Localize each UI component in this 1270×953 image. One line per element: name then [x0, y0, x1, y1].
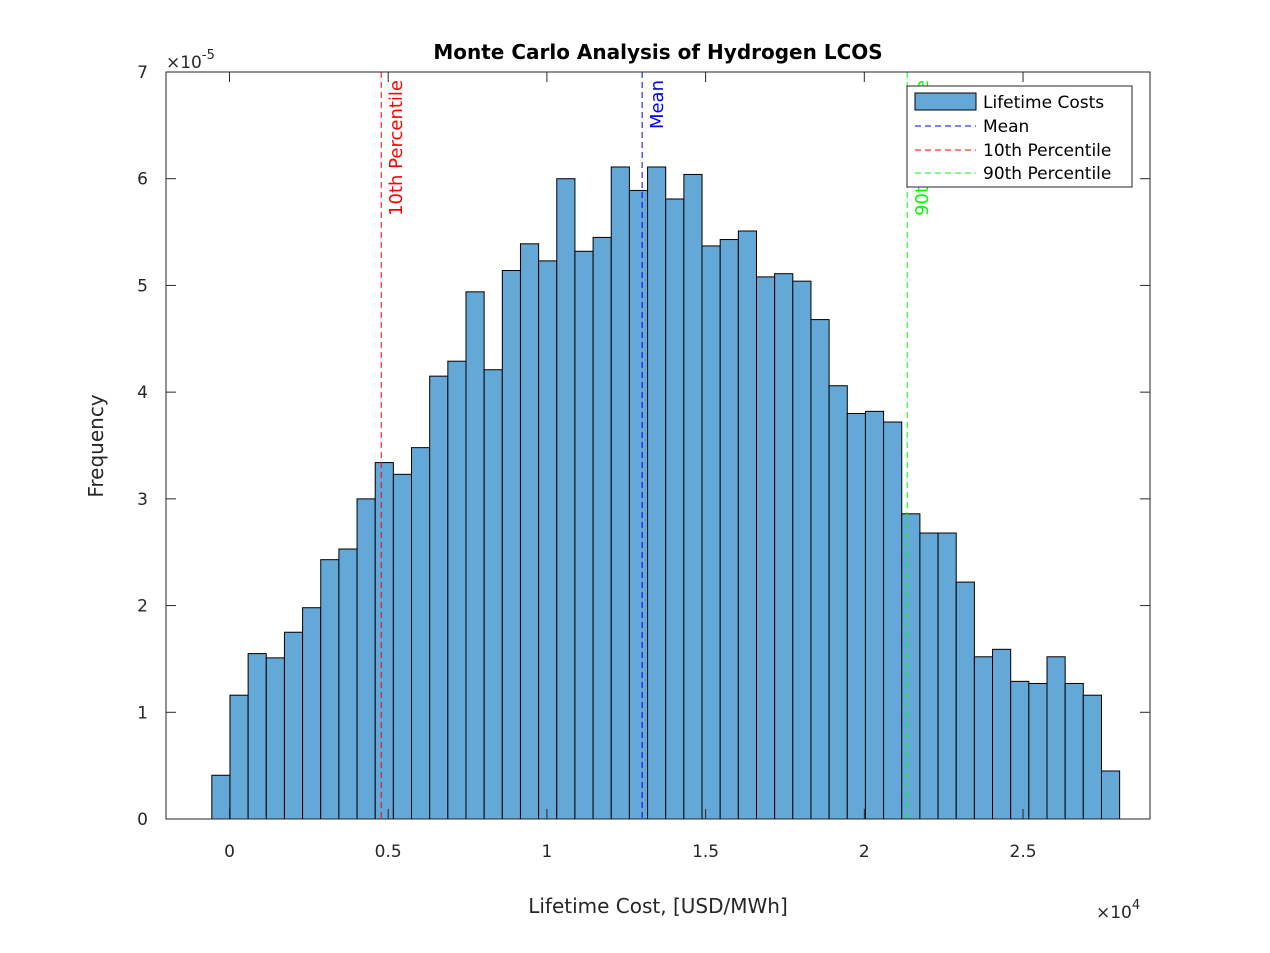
histogram-bar [447, 360, 467, 820]
histogram-bar [1046, 656, 1066, 820]
x-axis-ticks: 0 0.5 1 1.5 2 2.5 [224, 72, 1037, 862]
y-exponent-label: ×10-5 [166, 48, 215, 73]
histogram-bar [1064, 682, 1084, 820]
histogram-bar [919, 532, 939, 820]
vline-label-mean: Mean [647, 80, 668, 129]
x-tick-label: 0 [224, 842, 235, 862]
histogram-bar [864, 410, 885, 820]
histogram-bar [556, 178, 576, 820]
y-tick-label: 6 [137, 170, 148, 190]
legend-label-mean: Mean [983, 117, 1029, 137]
legend-label-lifetime-costs: Lifetime Costs [983, 93, 1104, 113]
x-tick-label: 1 [541, 842, 552, 862]
histogram-bar [792, 280, 812, 820]
x-tick-label: 0.5 [375, 842, 402, 862]
histogram-bar [411, 447, 431, 820]
histogram-bar [338, 548, 358, 820]
histogram-bar [574, 250, 594, 820]
x-tick-label: 2.5 [1010, 842, 1037, 862]
histogram-bar [392, 473, 413, 820]
histogram-bar [265, 657, 285, 820]
x-exponent-base: ×10 [1096, 903, 1132, 923]
histogram-bar [937, 532, 957, 820]
histogram-bar [756, 276, 776, 820]
histogram-bar [229, 694, 249, 820]
histogram-bar [302, 607, 322, 820]
histogram-bar [283, 631, 304, 820]
histogram-bar [628, 189, 649, 820]
vline-label-10th-percentile: 10th Percentile [386, 80, 407, 216]
plot-frame [165, 71, 1151, 820]
histogram-bar [1028, 682, 1048, 820]
histogram-bar [647, 166, 667, 820]
y-tick-label: 1 [137, 703, 148, 723]
histogram-bar [992, 648, 1012, 820]
histogram-bar [538, 260, 558, 820]
histogram-bar [519, 243, 540, 820]
x-tick-label: 2 [859, 842, 870, 862]
histogram-bar [719, 239, 739, 820]
histogram-bar [901, 513, 921, 820]
histogram-bar [483, 369, 503, 820]
y-tick-label: 2 [137, 597, 148, 617]
y-tick-label: 4 [137, 383, 148, 403]
y-axis-label: Frequency [84, 394, 108, 497]
histogram-bar [429, 375, 449, 820]
legend: Lifetime Costs Mean 10th Percentile 90th… [906, 85, 1133, 188]
histogram-bar [610, 166, 630, 820]
y-tick-label: 0 [137, 810, 148, 830]
histogram-bar [846, 412, 866, 820]
histogram-bar [665, 198, 685, 820]
x-tick-label: 1.5 [692, 842, 719, 862]
y-exponent-base: ×10 [166, 53, 202, 73]
histogram-bar [973, 656, 994, 820]
histogram-bar [211, 774, 231, 820]
y-exponent-power: -5 [202, 48, 215, 63]
y-tick-label: 5 [137, 276, 148, 296]
histogram-bar [810, 319, 830, 820]
histogram-bar [592, 236, 612, 820]
x-exponent-power: 4 [1132, 898, 1140, 913]
histogram-bar [1082, 694, 1102, 820]
x-exponent-label: ×104 [1096, 898, 1140, 923]
histogram-bar [683, 173, 703, 820]
x-axis-label: Lifetime Cost, [USD/MWh] [528, 894, 788, 918]
chart-title: Monte Carlo Analysis of Hydrogen LCOS [433, 40, 882, 64]
histogram-bar [828, 385, 848, 820]
histogram-bar [701, 245, 721, 820]
legend-label-90th-percentile: 90th Percentile [983, 164, 1111, 184]
histogram-bar [320, 559, 340, 820]
histogram-bar [356, 498, 376, 820]
histogram-bar [1100, 770, 1121, 820]
histogram-bar [774, 273, 794, 820]
y-tick-label: 3 [137, 490, 148, 510]
y-tick-label: 7 [137, 63, 148, 83]
histogram-bar [247, 653, 267, 820]
histogram-bar [465, 291, 485, 820]
histogram-bar [374, 462, 394, 820]
histogram-bar [737, 230, 758, 820]
y-axis-ticks: 0 1 2 3 4 5 6 7 [137, 63, 1150, 830]
histogram-bar [501, 269, 521, 820]
legend-label-10th-percentile: 10th Percentile [983, 141, 1111, 161]
legend-swatch-lifetime-costs [914, 92, 977, 111]
histogram-bar [1010, 680, 1030, 820]
histogram-bar [883, 421, 903, 820]
histogram-bar [955, 581, 975, 820]
